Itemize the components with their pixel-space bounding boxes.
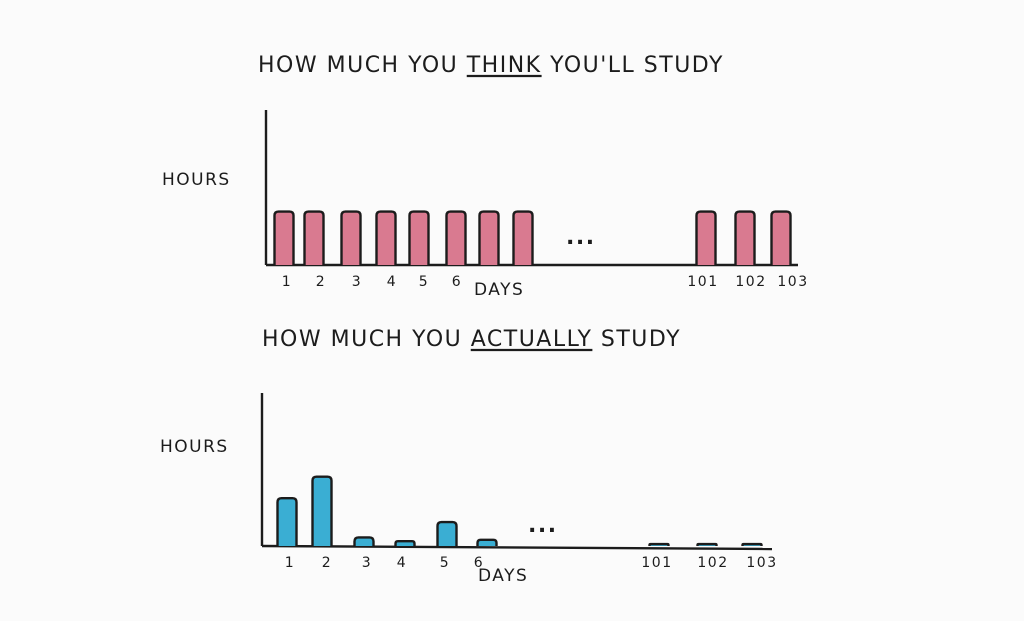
tick-label-1: 1 — [285, 555, 295, 571]
actual-y-axis-label: HOURS — [160, 437, 229, 457]
think-chart-title: HOW MUCH YOU THINK YOU'LL STUDY — [258, 53, 724, 78]
bar-day-1 — [276, 496, 298, 546]
bar-day-4 — [375, 210, 397, 265]
actual-chart: HOW MUCH YOU ACTUALLY STUDY HOURS 1 2 3 4 5 6… — [160, 327, 777, 586]
bar-day-102 — [734, 210, 756, 265]
tick-label-2: 2 — [316, 274, 326, 290]
actual-x-axis — [261, 544, 773, 551]
bar-day-6 — [476, 538, 498, 546]
bar-day-2 — [311, 475, 333, 546]
tick-label-101: 101 — [687, 274, 718, 290]
think-ellipsis: ... — [566, 225, 596, 250]
actual-bars — [276, 475, 763, 547]
tick-label-5: 5 — [440, 555, 450, 571]
think-tick-labels: 1 2 3 4 5 6 101 102 103 — [282, 274, 808, 290]
tick-label-4: 4 — [387, 274, 397, 290]
tick-label-1: 1 — [282, 274, 292, 290]
bar-day-101 — [695, 210, 717, 265]
actual-x-axis-label: DAYS — [478, 566, 528, 586]
tick-label-6: 6 — [474, 555, 484, 571]
tick-label-102: 102 — [697, 555, 728, 571]
actual-ellipsis: ... — [528, 513, 558, 538]
bar-day-103 — [770, 210, 792, 265]
tick-label-3: 3 — [362, 555, 372, 571]
bar-day-101 — [648, 542, 670, 547]
think-chart: HOW MUCH YOU THINK YOU'LL STUDY HOURS 1 2… — [162, 53, 808, 300]
bar-day-6 — [445, 210, 467, 265]
bar-day-4 — [394, 540, 416, 546]
bar-day-3 — [353, 536, 375, 546]
bar-day-5 — [408, 210, 430, 265]
tick-label-6: 6 — [452, 274, 462, 290]
think-x-axis-label: DAYS — [474, 280, 524, 300]
bar-day-1 — [273, 210, 295, 265]
bar-day-103 — [741, 542, 763, 547]
tick-label-103: 103 — [746, 555, 777, 571]
tick-label-4: 4 — [397, 555, 407, 571]
bar-day-3 — [340, 210, 362, 265]
bar-day-5 — [436, 520, 458, 546]
actual-tick-labels: 1 2 3 4 5 6 101 102 103 — [285, 555, 777, 571]
bar-day-7 — [478, 210, 500, 265]
tick-label-3: 3 — [352, 274, 362, 290]
bar-day-8 — [512, 210, 534, 265]
think-bars — [273, 210, 792, 265]
tick-label-102: 102 — [735, 274, 766, 290]
think-y-axis-label: HOURS — [162, 170, 231, 190]
tick-label-5: 5 — [419, 274, 429, 290]
tick-label-101: 101 — [641, 555, 672, 571]
tick-label-2: 2 — [322, 555, 332, 571]
actual-chart-title: HOW MUCH YOU ACTUALLY STUDY — [262, 327, 681, 352]
bar-day-102 — [696, 542, 718, 547]
tick-label-103: 103 — [777, 274, 808, 290]
bar-day-2 — [303, 210, 325, 265]
